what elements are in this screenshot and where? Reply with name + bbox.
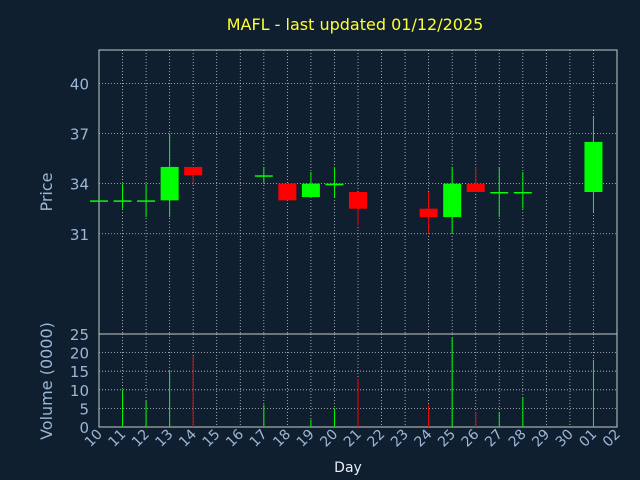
volume-tick-label: 5 [79,400,89,418]
candle-body [490,192,509,194]
x-tick-label: 27 [482,427,506,451]
x-tick-label: 22 [364,427,388,451]
x-tick-label: 12 [129,427,153,451]
candle-body [513,192,532,194]
volume-tick-label: 0 [79,419,89,437]
candle-body [301,183,320,198]
x-tick-label: 29 [529,427,553,451]
candle-body [443,183,462,218]
x-tick-label: 01 [576,427,600,451]
candle-body [466,183,485,192]
volume-axis-label: Volume (0000) [37,322,56,440]
x-tick-label: 16 [223,426,247,450]
x-tick-label: 13 [153,427,177,451]
x-tick-label: 20 [317,427,341,451]
x-tick-label: 30 [553,427,577,451]
candle-body [349,192,367,209]
x-tick-label: 24 [412,426,436,450]
candles-layer [90,116,603,234]
candle-body [137,200,156,202]
candle-body [90,200,108,202]
x-axis-label: Day [334,460,362,476]
volume-tick-label: 15 [70,363,89,381]
volume-bars-layer [122,337,594,427]
volume-tick-label: 10 [70,382,89,400]
price-axis-label: Price [37,172,56,211]
x-tick-label: 26 [459,426,483,450]
candle-body [419,208,438,218]
x-tick-label: 23 [388,427,412,451]
candle-body [584,141,603,192]
candle-body [184,166,203,176]
candle-body [278,183,297,201]
x-tick-label: 25 [435,427,459,451]
candle-body [113,200,132,202]
x-tick-label: 19 [294,427,318,451]
x-tick-label: 17 [247,427,271,451]
x-tick-label: 18 [270,427,294,451]
grid-layer [98,50,618,428]
candle-body [325,183,344,186]
x-tick-label: 15 [200,427,224,451]
price-tick-label: 40 [70,75,89,93]
x-tick-label: 11 [105,427,129,451]
price-tick-label: 34 [70,176,89,194]
candle-body [254,175,273,177]
chart-title: MAFL - last updated 01/12/2025 [227,15,484,34]
candle-body [160,166,179,201]
x-tick-label: 02 [600,427,624,451]
price-tick-label: 31 [70,226,89,244]
x-tick-label: 28 [506,427,530,451]
x-tick-label: 14 [176,426,200,450]
volume-tick-label: 25 [70,326,89,344]
x-tick-label: 21 [341,427,365,451]
volume-tick-label: 20 [70,345,89,363]
price-tick-label: 37 [70,126,89,144]
